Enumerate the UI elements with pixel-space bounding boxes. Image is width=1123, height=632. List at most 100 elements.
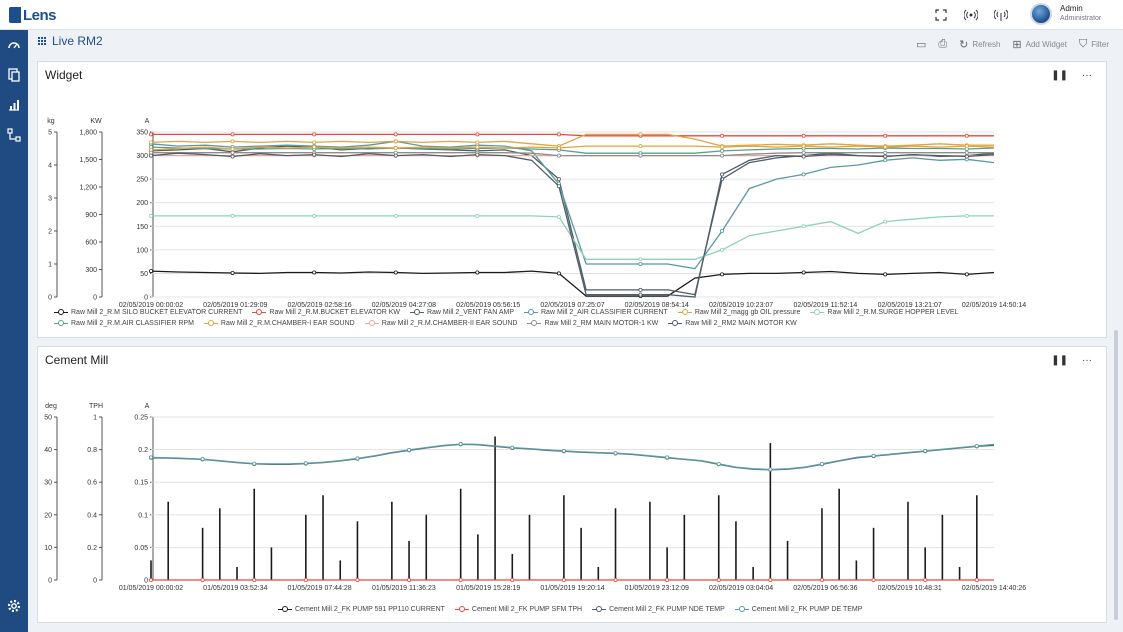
legend-swatch-icon — [409, 308, 424, 316]
refresh-button[interactable]: ↻ Refresh — [959, 38, 1000, 51]
x-tick-label: 02/05/2019 13:21:07 — [878, 302, 942, 309]
series-point — [303, 461, 308, 466]
y-tick-label: 100 — [136, 247, 148, 254]
hierarchy-icon[interactable] — [7, 128, 21, 142]
top-icons-2 — [963, 7, 979, 23]
series-point — [801, 224, 806, 229]
legend-item[interactable]: Cement Mill 2_FK PUMP SFM TPH — [454, 605, 582, 613]
broadcast-icon[interactable] — [963, 7, 979, 23]
y-tick-label: 1 — [93, 415, 97, 422]
legend-item[interactable]: Cement Mill 2_FK PUMP 591 PP110 CURRENT — [278, 605, 445, 613]
series-point — [556, 132, 561, 137]
series-point — [475, 270, 480, 275]
legend-label: Raw Mill 2_magg gb OIL pressure — [694, 308, 801, 316]
y-tick-label: 600 — [85, 240, 97, 247]
filter-button[interactable]: ⛉ Filter — [1079, 38, 1109, 51]
legend-item[interactable]: Raw Mill 2_R.M.CHAMBER-II EAR SOUND — [364, 319, 517, 327]
legend-item[interactable]: Raw Mill 2_RM MAIN MOTOR-1 KW — [527, 319, 658, 327]
reports-icon[interactable] — [7, 68, 21, 82]
x-tick-label: 02/05/2019 11:52:14 — [794, 302, 858, 309]
y-tick-label: 0 — [144, 295, 148, 302]
series-point — [883, 154, 888, 159]
signal-icon[interactable] — [993, 7, 1009, 23]
series-line — [151, 133, 994, 137]
legend-swatch-icon — [527, 319, 542, 327]
legend-item[interactable]: Raw Mill 2_R.M.AIR CLASSIFIER RPM — [54, 319, 194, 327]
print-icon: ⎙ — [938, 38, 948, 50]
legend-item[interactable]: Raw Mill 2_R.M SILO BUCKET ELEVATOR CURR… — [54, 308, 242, 316]
pause-icon[interactable]: ❚❚ — [1051, 355, 1068, 366]
legend-label: Raw Mill 2_R.M.BUCKET ELEVATOR KW — [269, 308, 400, 316]
legend-label: Raw Mill 2_RM MAIN MOTOR-1 KW — [544, 319, 659, 327]
x-tick-label: 02/05/2019 14:50:14 — [962, 302, 1026, 309]
series-point — [475, 140, 480, 145]
legend-item[interactable]: Raw Mill 2_R.M.BUCKET ELEVATOR KW — [252, 308, 400, 316]
fullscreen-icon[interactable] — [933, 7, 949, 23]
x-tick-label: 02/05/2019 10:48:31 — [878, 585, 942, 592]
y-tick-label: 1 — [48, 262, 52, 269]
refresh-label: Refresh — [972, 40, 1001, 49]
legend-item[interactable]: Raw Mill 2_R.M.SURGE HOPPER LEVEL — [810, 308, 958, 316]
scrollbar[interactable] — [1114, 330, 1118, 620]
series-point — [801, 172, 806, 177]
y-tick-label: 40 — [44, 447, 52, 454]
y-tick-label: 0.1 — [138, 512, 148, 519]
series-point — [149, 577, 154, 582]
dashboard-icon[interactable] — [7, 38, 21, 52]
series-point — [407, 577, 412, 582]
more-icon[interactable]: ··· — [1082, 70, 1092, 81]
legend-item[interactable]: Raw Mill 2_R.M.CHAMBER-I EAR SOUND — [203, 319, 355, 327]
app-logo[interactable]: Lens — [9, 6, 57, 24]
x-tick-label: 02/05/2019 04:27:08 — [372, 302, 436, 309]
image-icon: ▭ — [915, 39, 927, 51]
legend-swatch-icon — [668, 319, 683, 327]
screenshot-button[interactable]: ▭ — [916, 38, 926, 51]
settings-icon[interactable] — [7, 599, 21, 613]
filter-label: Filter — [1091, 40, 1109, 49]
legend-label: Raw Mill 2_R.M.SURGE HOPPER LEVEL — [827, 308, 959, 316]
x-tick-label: 02/05/2019 05:56:15 — [456, 302, 520, 309]
series-point — [964, 144, 969, 149]
y-tick-label: 1,800 — [79, 130, 97, 137]
series-point — [720, 148, 725, 153]
series-point — [801, 133, 806, 138]
user-name: Admin — [1060, 4, 1083, 13]
legend-label: Cement Mill 2_FK PUMP 591 PP110 CURRENT — [295, 605, 445, 613]
series-point — [200, 457, 205, 462]
add-widget-button[interactable]: ⊞ Add Widget — [1012, 38, 1067, 51]
series-point — [312, 132, 317, 137]
legend-item[interactable]: Cement Mill 2_FK PUMP NDE TEMP — [592, 605, 725, 613]
series-point — [393, 146, 398, 151]
y-tick-label: 300 — [136, 153, 148, 160]
legend-swatch-icon — [278, 605, 292, 613]
series-point — [355, 577, 360, 582]
analytics-icon[interactable] — [7, 98, 21, 112]
y-tick-label: 30 — [44, 480, 52, 487]
legend-item[interactable]: Cement Mill 2_FK PUMP DE TEMP — [734, 605, 862, 613]
print-button[interactable]: ⎙ — [938, 38, 947, 51]
avatar[interactable] — [1030, 3, 1052, 25]
legend-item[interactable]: Raw Mill 2_AIR CLASSIFIER CURRENT — [524, 308, 668, 316]
series-point — [883, 150, 888, 155]
legend-item[interactable]: Raw Mill 2_VENT FAN AMP — [409, 308, 514, 316]
series-spikes — [150, 436, 978, 580]
y-tick-label: 50 — [44, 415, 52, 422]
series-point — [458, 442, 463, 447]
pause-icon[interactable]: ❚❚ — [1051, 70, 1068, 81]
legend-item[interactable]: Raw Mill 2_RM2 MAIN MOTOR KW — [668, 319, 797, 327]
legend-label: Raw Mill 2_R.M SILO BUCKET ELEVATOR CURR… — [71, 308, 243, 316]
x-tick-label: 01/05/2019 23:12:09 — [625, 585, 689, 592]
legend-swatch-icon — [203, 319, 218, 327]
series-point — [230, 150, 235, 155]
y-tick-label: 50 — [140, 271, 148, 278]
more-icon[interactable]: ··· — [1082, 355, 1092, 366]
series-point — [720, 272, 725, 277]
x-tick-label: 01/05/2019 07:44:28 — [287, 585, 351, 592]
series-line — [150, 443, 995, 471]
series-point — [393, 270, 398, 275]
series-point — [252, 461, 257, 466]
user-menu[interactable]: Admin Administrator — [1030, 3, 1101, 25]
legend-item[interactable]: Raw Mill 2_magg gb OIL pressure — [677, 308, 801, 316]
y-axis-unit: kg — [47, 118, 55, 125]
legend-swatch-icon — [252, 308, 267, 316]
